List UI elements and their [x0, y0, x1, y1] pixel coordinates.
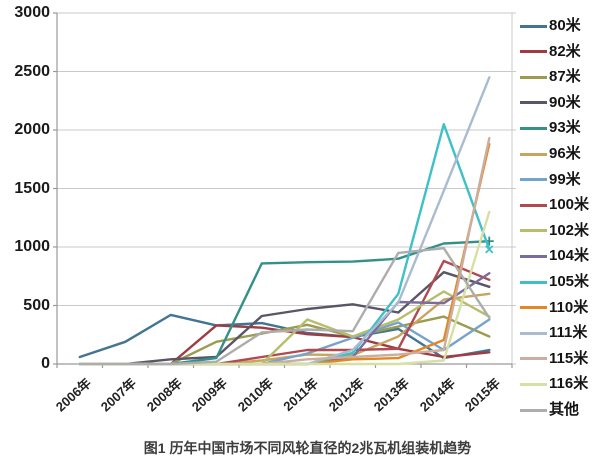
legend-label: 87米 — [549, 68, 581, 86]
legend-label: 80米 — [549, 17, 581, 34]
legend-swatch-icon — [520, 203, 547, 207]
series-line-其他 — [78, 246, 491, 366]
legend-item-82米: 82米 — [520, 42, 581, 60]
legend-item-115米: 115米 — [520, 349, 589, 367]
legend-item-80米: 80米 — [520, 18, 581, 34]
legend-label: 82米 — [549, 42, 581, 60]
legend-swatch-icon — [520, 75, 547, 79]
legend-item-111米: 111米 — [520, 325, 587, 341]
legend-swatch-icon — [520, 178, 547, 182]
legend-label: 100米 — [549, 196, 590, 214]
legend-label: 105米 — [549, 273, 590, 290]
legend-item-99米: 99米 — [520, 170, 581, 188]
end-marker-105米 — [485, 245, 494, 254]
legend-label: 其他 — [549, 401, 580, 418]
legend-item-105米: 105米 — [520, 274, 589, 290]
legend-item-93米: 93米 — [520, 120, 581, 136]
y-axis-label: 0 — [41, 355, 50, 372]
legend-swatch-icon — [520, 152, 547, 156]
legend-swatch-icon — [520, 331, 547, 335]
legend-swatch-icon — [520, 229, 547, 233]
legend-swatch-icon — [520, 101, 547, 105]
y-axis-label: 1000 — [14, 238, 50, 255]
legend-item-90米: 90米 — [520, 93, 581, 111]
legend-swatch-icon — [520, 126, 547, 130]
legend-label: 93米 — [549, 119, 581, 137]
legend-item-110米: 110米 — [520, 298, 589, 316]
legend-item-其他: 其他 — [520, 402, 579, 418]
legend-item-100米: 100米 — [520, 197, 589, 213]
y-axis-label: 2500 — [14, 62, 50, 80]
y-axis-label: 3000 — [14, 4, 50, 21]
legend-label: 96米 — [549, 145, 581, 162]
legend-label: 110米 — [549, 298, 589, 316]
legend-swatch-icon — [520, 357, 547, 361]
legend-swatch-icon — [520, 280, 547, 284]
legend-label: 116米 — [549, 375, 589, 393]
legend-label: 90米 — [549, 93, 581, 111]
chart-canvas — [53, 12, 516, 368]
legend-label: 115米 — [549, 349, 589, 367]
legend-label: 102米 — [549, 221, 590, 239]
figure-title: 图1 历年中国市场不同风轮直径的2兆瓦机组装机趋势 — [143, 440, 472, 456]
legend-swatch-icon — [520, 408, 547, 412]
legend-item-104米: 104米 — [520, 248, 589, 264]
legend-swatch-icon — [520, 382, 547, 386]
legend-item-87米: 87米 — [520, 69, 581, 85]
y-axis-label: 2000 — [14, 121, 50, 138]
legend-item-96米: 96米 — [520, 146, 581, 162]
legend-swatch-icon — [520, 254, 547, 258]
legend-label: 99米 — [549, 170, 581, 188]
legend-swatch-icon — [520, 306, 547, 310]
legend-label: 104米 — [549, 247, 590, 265]
y-axis-label: 500 — [23, 296, 50, 314]
legend-swatch-icon — [520, 24, 547, 28]
series-line-90米 — [78, 271, 491, 366]
legend-item-102米: 102米 — [520, 221, 590, 239]
legend-swatch-icon — [520, 50, 547, 54]
y-axis-label: 1500 — [14, 179, 50, 197]
legend-item-116米: 116米 — [520, 376, 588, 392]
legend-label: 111米 — [549, 324, 588, 342]
